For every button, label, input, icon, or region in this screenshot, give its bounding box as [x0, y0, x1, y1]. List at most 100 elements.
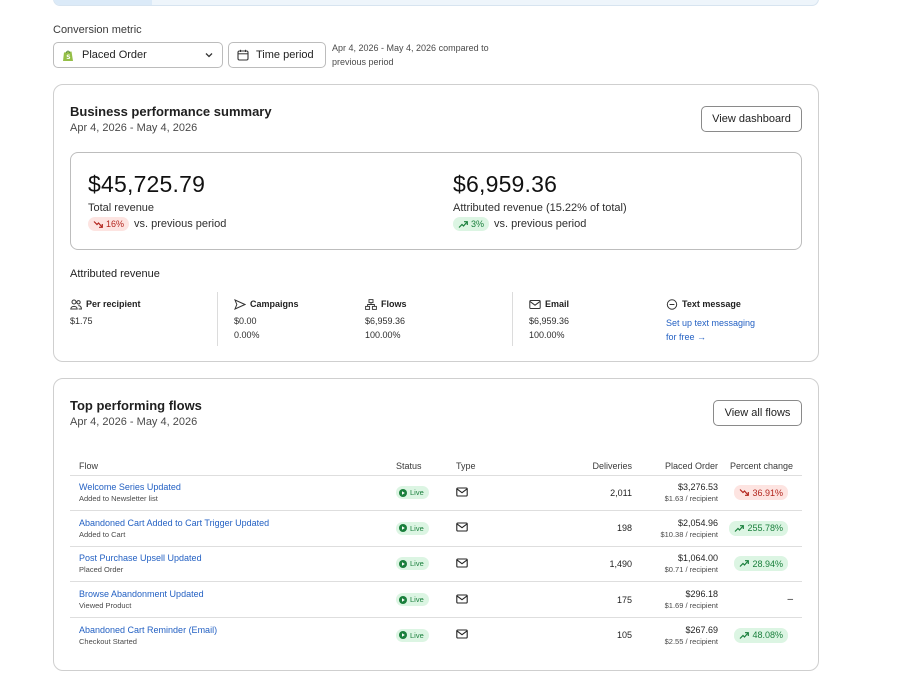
trend-down-icon	[740, 489, 750, 497]
table-row[interactable]: Post Purchase Upsell Updated Placed Order…	[70, 546, 802, 583]
column-header-status[interactable]: Status	[387, 457, 447, 476]
conversion-metric-value: Placed Order	[82, 49, 147, 61]
flows-label: Flows	[381, 299, 407, 309]
table-header-row: Flow Status Type Deliveries Placed Order…	[70, 457, 802, 476]
column-header-flow[interactable]: Flow	[70, 457, 387, 476]
status-cell: Live	[387, 617, 447, 653]
attributed-revenue-section-title: Attributed revenue	[70, 268, 160, 280]
status-label: Live	[410, 488, 424, 498]
flow-icon	[365, 298, 377, 310]
percent-change-value: 28.94%	[752, 558, 783, 569]
attributed-revenue-label: Attributed revenue (15.22% of total)	[453, 202, 627, 214]
column-header-placed-order[interactable]: Placed Order	[641, 457, 727, 476]
text-message-metric: Text message Set up text messaging for fr…	[666, 297, 755, 344]
placed-order-cell: $2,054.96 $10.38 / recipient	[641, 510, 727, 547]
calendar-icon	[237, 49, 249, 61]
column-header-type[interactable]: Type	[447, 457, 537, 476]
status-cell: Live	[387, 510, 447, 547]
total-revenue-amount: $45,725.79	[88, 171, 206, 197]
status-badge: Live	[396, 628, 429, 642]
trend-up-icon	[740, 560, 750, 568]
status-label: Live	[410, 595, 424, 605]
text-message-label: Text message	[682, 299, 741, 309]
placed-order-per-recipient: $1.63 / recipient	[664, 494, 718, 504]
attributed-revenue-block: $6,959.36 Attributed revenue (15.22% of …	[453, 171, 627, 231]
play-icon	[399, 559, 407, 568]
type-cell	[447, 617, 537, 653]
campaigns-label: Campaigns	[250, 299, 299, 309]
status-cell: Live	[387, 475, 447, 512]
percent-change-value: 48.08%	[752, 630, 783, 641]
revenue-summary-box: $45,725.79 Total revenue 16% vs. previou…	[70, 152, 802, 250]
percent-change-cell: 36.91%	[727, 475, 802, 512]
flow-cell: Welcome Series Updated Added to Newslette…	[70, 475, 387, 512]
trend-up-icon	[740, 632, 750, 639]
flows-table: Flow Status Type Deliveries Placed Order…	[70, 457, 802, 653]
setup-text-messaging-link[interactable]: Set up text messaging for free →	[666, 318, 756, 342]
placed-order-per-recipient: $0.71 / recipient	[664, 565, 718, 575]
deliveries-cell: 1,490	[537, 546, 641, 583]
time-period-button[interactable]: Time period	[228, 42, 326, 68]
flows-metric: Flows $6,959.36 100.00%	[365, 297, 407, 340]
email-metric: Email $6,959.36 100.00%	[529, 297, 569, 340]
view-dashboard-button[interactable]: View dashboard	[701, 106, 802, 132]
status-cell: Live	[387, 581, 447, 618]
flow-name-link[interactable]: Browse Abandonment Updated	[79, 589, 204, 600]
placed-order-cell: $3,276.53 $1.63 / recipient	[641, 475, 727, 512]
attributed-revenue-change-badge: 3%	[453, 217, 490, 231]
view-all-flows-button[interactable]: View all flows	[713, 400, 802, 426]
total-revenue-change: 16% vs. previous period	[88, 217, 226, 231]
total-revenue-label: Total revenue	[88, 202, 155, 214]
period-comparison-note: Apr 4, 2026 - May 4, 2026 compared to pr…	[332, 43, 489, 67]
type-cell	[447, 475, 537, 512]
campaigns-metric: Campaigns $0.00 0.00%	[234, 297, 299, 340]
deliveries-cell: 198	[537, 510, 641, 547]
flow-name-link[interactable]: Welcome Series Updated	[79, 482, 181, 493]
column-header-percent-change[interactable]: Percent change	[727, 457, 802, 476]
people-icon	[70, 299, 82, 309]
table-row[interactable]: Welcome Series Updated Added to Newslette…	[70, 475, 802, 512]
type-cell	[447, 581, 537, 618]
placed-order-value: $1,064.00	[677, 553, 718, 564]
flow-trigger: Placed Order	[79, 565, 124, 575]
flow-name-link[interactable]: Abandoned Cart Added to Cart Trigger Upd…	[79, 517, 270, 528]
flow-trigger: Checkout Started	[79, 636, 137, 646]
percent-change-badge: 255.78%	[729, 520, 788, 536]
per-recipient-metric: Per recipient $1.75	[70, 297, 141, 326]
campaigns-value: $0.00	[234, 316, 257, 326]
flow-trigger: Viewed Product	[79, 601, 132, 611]
placed-order-per-recipient: $2.55 / recipient	[664, 636, 718, 646]
conversion-metric-label: Conversion metric	[53, 24, 142, 36]
email-value: $6,959.36	[529, 316, 570, 326]
top-flows-title: Top performing flows	[70, 398, 202, 413]
table-row[interactable]: Browse Abandonment Updated Viewed Product…	[70, 581, 802, 618]
email-label: Email	[545, 299, 570, 309]
flow-cell: Post Purchase Upsell Updated Placed Order	[70, 546, 387, 583]
trend-up-icon	[458, 220, 468, 228]
business-performance-card: Business performance summary Apr 4, 2026…	[53, 84, 819, 362]
status-badge: Live	[396, 557, 429, 571]
total-revenue-change-suffix: vs. previous period	[134, 218, 227, 230]
flow-cell: Abandoned Cart Reminder (Email) Checkout …	[70, 617, 387, 653]
status-label: Live	[410, 630, 424, 640]
table-row[interactable]: Abandoned Cart Added to Cart Trigger Upd…	[70, 510, 802, 547]
status-label: Live	[410, 523, 424, 533]
flow-name-link[interactable]: Post Purchase Upsell Updated	[79, 553, 202, 564]
conversion-metric-select[interactable]: S Placed Order	[53, 42, 223, 68]
flow-name-link[interactable]: Abandoned Cart Reminder (Email)	[79, 624, 218, 635]
percent-change-cell: 255.78%	[727, 510, 802, 547]
status-cell: Live	[387, 546, 447, 583]
column-header-deliveries[interactable]: Deliveries	[537, 457, 641, 476]
flow-cell: Browse Abandonment Updated Viewed Product	[70, 581, 387, 618]
mail-icon	[529, 299, 541, 309]
shopify-icon: S	[63, 50, 73, 61]
table-row[interactable]: Abandoned Cart Reminder (Email) Checkout …	[70, 617, 802, 653]
total-revenue-change-value: 16%	[106, 219, 125, 229]
status-badge: Live	[396, 486, 429, 500]
trend-down-icon	[93, 220, 103, 228]
status-badge: Live	[396, 521, 429, 535]
play-icon	[399, 488, 407, 497]
placed-order-per-recipient: $10.38 / recipient	[660, 529, 718, 539]
type-cell	[447, 510, 537, 547]
play-icon	[399, 524, 407, 533]
